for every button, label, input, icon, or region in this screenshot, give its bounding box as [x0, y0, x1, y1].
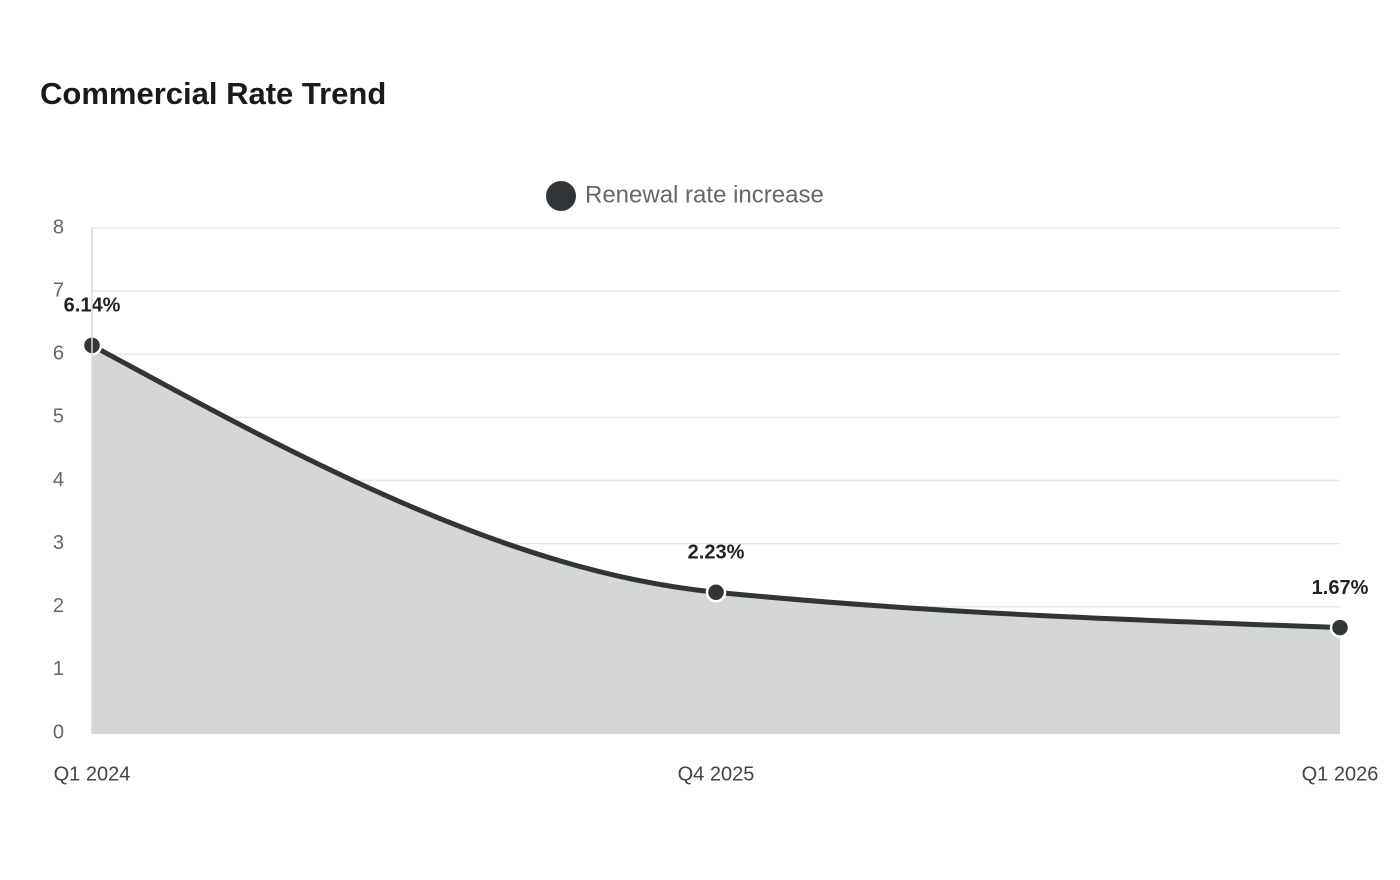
y-tick-label: 0 [53, 721, 64, 743]
x-tick-label: Q4 2025 [678, 763, 755, 785]
value-label: 1.67% [1312, 577, 1369, 599]
y-tick-label: 1 [53, 658, 64, 680]
y-tick-label: 4 [53, 469, 64, 491]
y-tick-label: 7 [53, 279, 64, 301]
legend-label: Renewal rate increase [585, 181, 824, 208]
x-tick-label: Q1 2024 [54, 763, 131, 785]
chart-title: Commercial Rate Trend [40, 76, 386, 111]
y-tick-label: 3 [53, 532, 64, 554]
y-tick-label: 2 [53, 595, 64, 617]
x-tick-label: Q1 2026 [1302, 763, 1379, 785]
point [1329, 617, 1351, 638]
y-tick-label: 6 [53, 343, 64, 365]
value-label: 2.23% [688, 542, 745, 564]
y-tick-label: 8 [53, 216, 64, 238]
legend-marker [546, 181, 576, 211]
area [92, 345, 1340, 733]
point [705, 581, 727, 603]
y-tick-label: 5 [53, 406, 64, 428]
